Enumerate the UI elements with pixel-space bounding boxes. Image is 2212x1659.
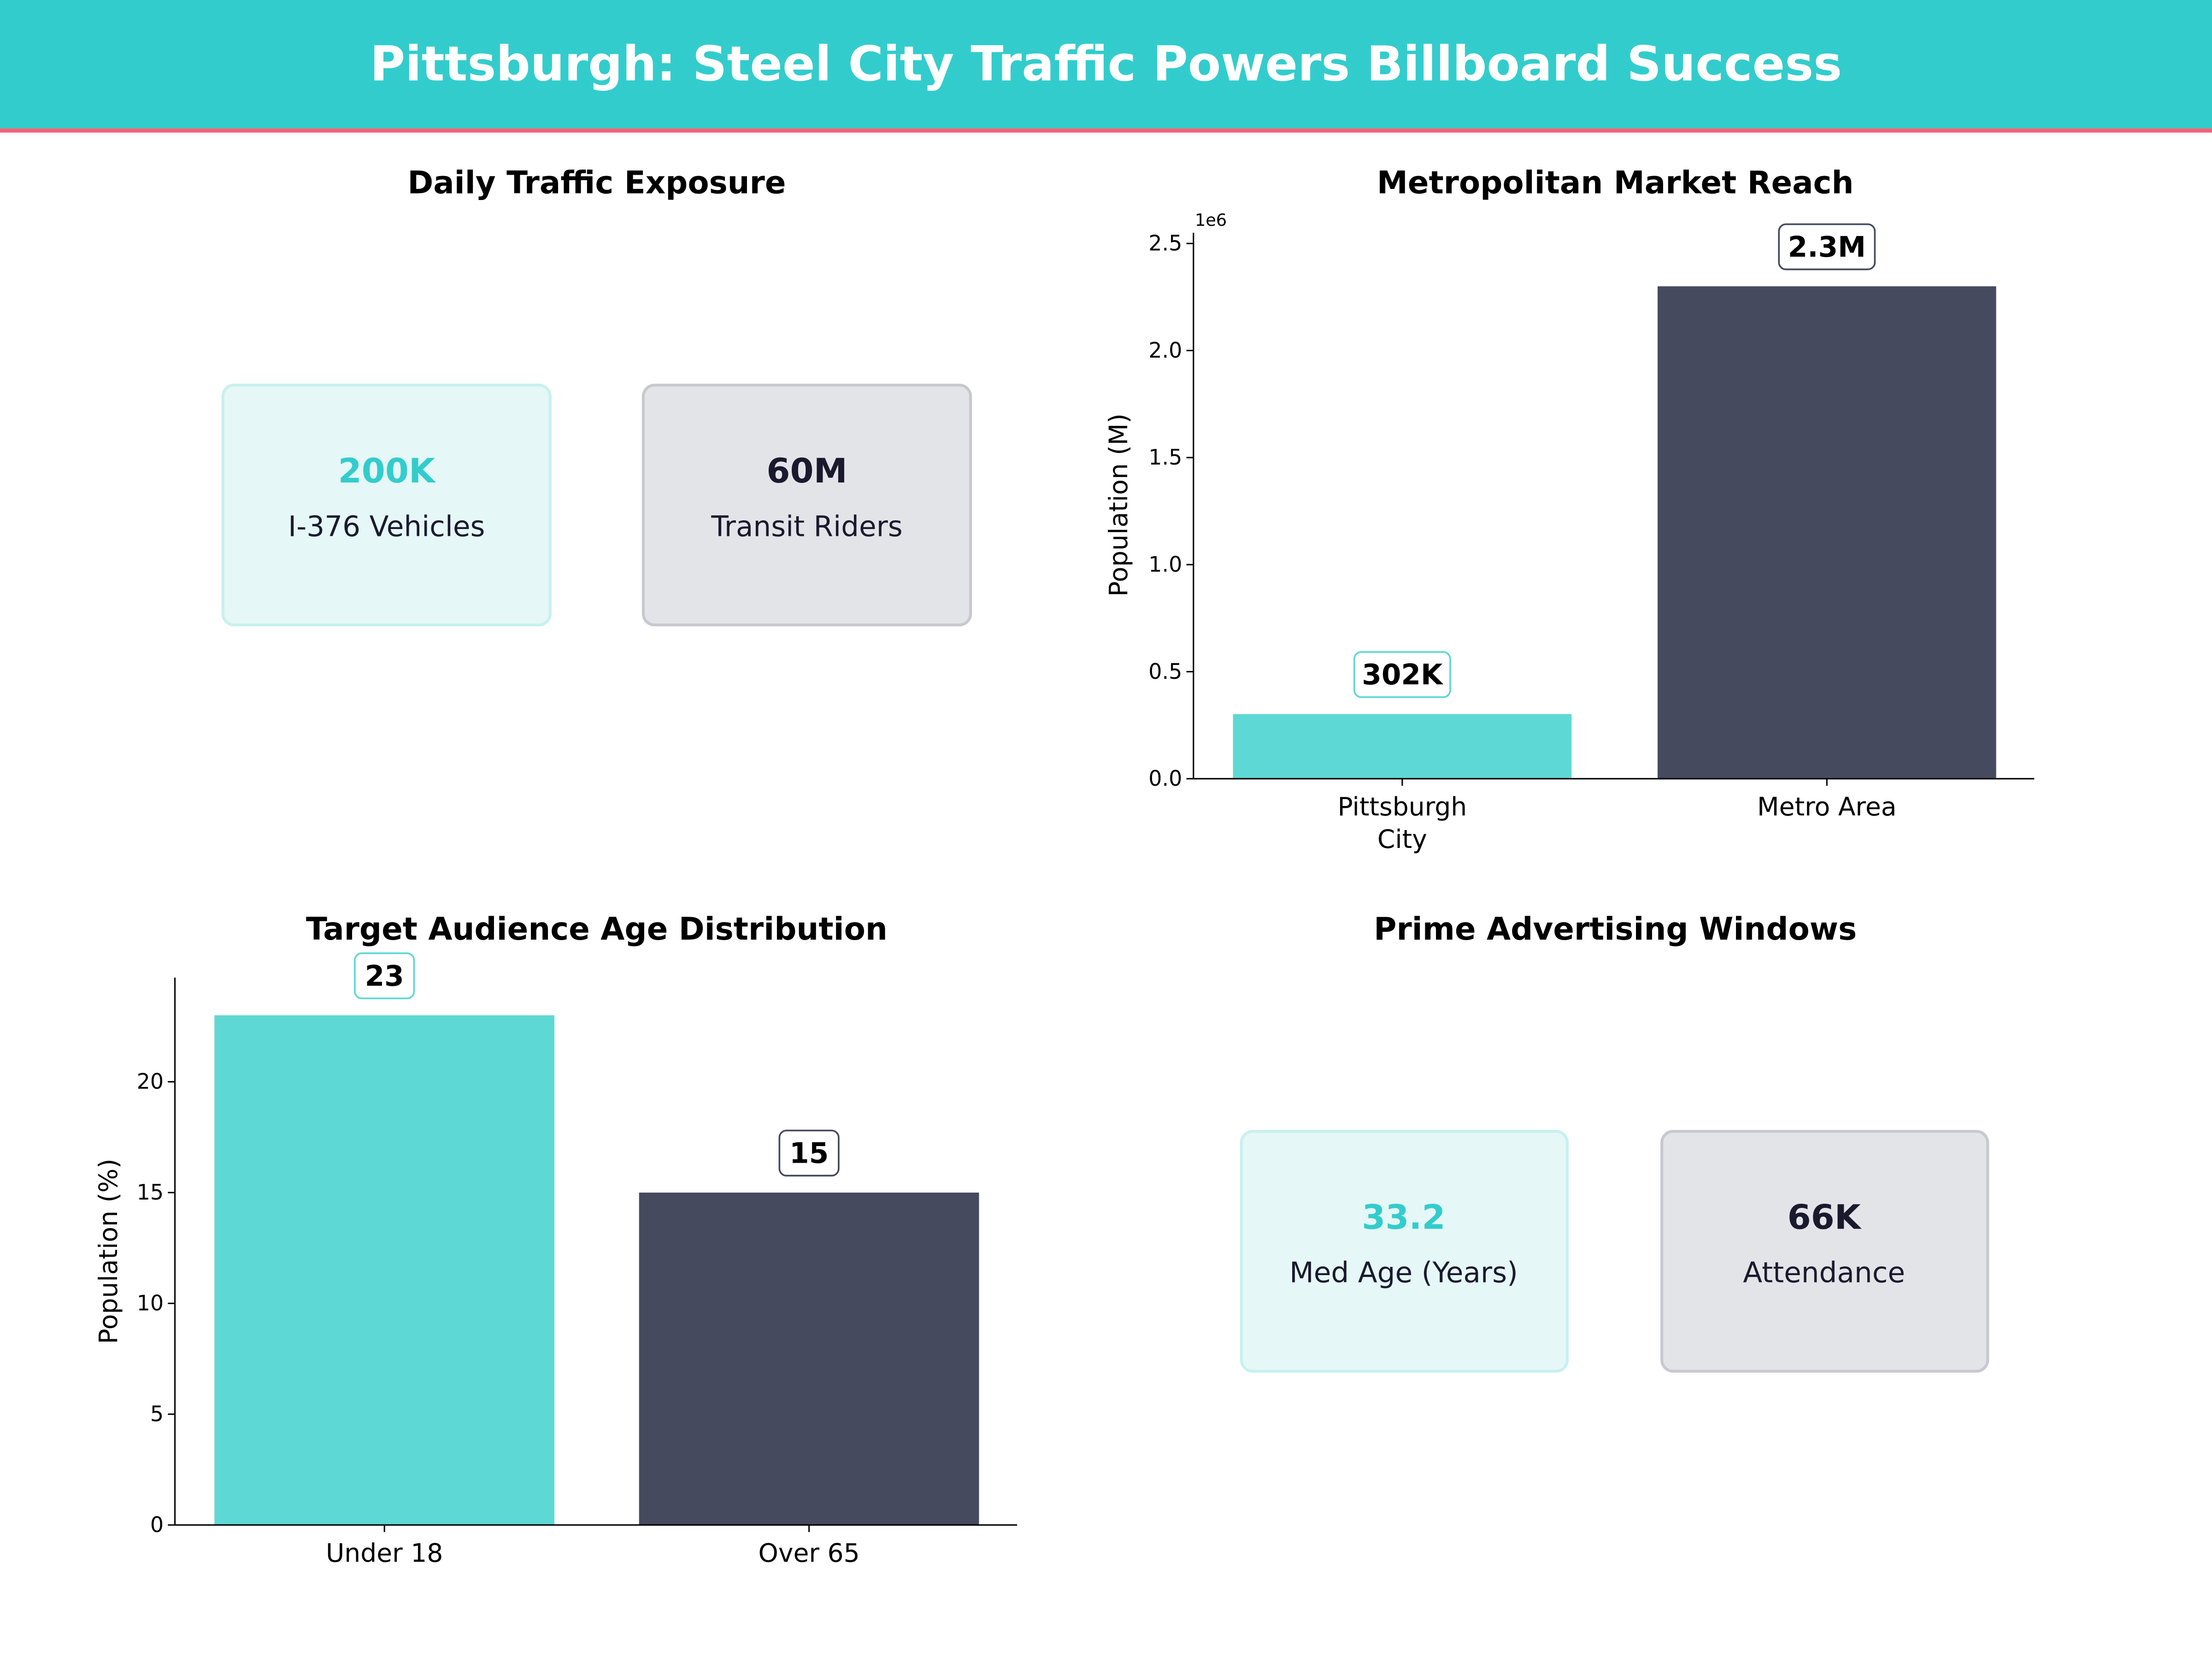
y-tick-label: 5 <box>150 1401 164 1426</box>
y-tick-label: 0 <box>150 1512 164 1537</box>
kpi-card-attendance: 66K Attendance <box>1660 1130 1989 1373</box>
data-label: 15 <box>789 1137 829 1170</box>
bar-1 <box>1657 286 1996 779</box>
x-tick-label: Under 18 <box>326 1538 443 1568</box>
kpi-card-median-age: 33.2 Med Age (Years) <box>1240 1130 1569 1373</box>
y-tick-label: 0.5 <box>1148 659 1182 684</box>
chart-title: Metropolitan Market Reach <box>1377 164 1854 200</box>
kpi-card-i376: 200K I-376 Vehicles <box>221 383 552 627</box>
y-tick-label: 2.5 <box>1148 231 1182 256</box>
chart-title: Target Audience Age Distribution <box>306 911 888 947</box>
bar-0 <box>1233 714 1572 779</box>
page-title: Pittsburgh: Steel City Traffic Powers Bi… <box>370 35 1842 92</box>
data-label-box <box>778 1130 840 1177</box>
kpi-label: Transit Riders <box>711 510 902 543</box>
y-tick-label: 15 <box>137 1180 164 1205</box>
y-axis-label: Population (M) <box>1104 413 1133 596</box>
traffic-panel-title: Daily Traffic Exposure <box>407 164 786 200</box>
kpi-label: I-376 Vehicles <box>288 510 485 543</box>
y-tick-label: 0.0 <box>1148 766 1182 791</box>
y-offset-label: 1e6 <box>1195 210 1227 230</box>
bar-1 <box>639 1192 979 1525</box>
data-label: 302K <box>1362 659 1444 691</box>
kpi-value: 60M <box>766 452 847 491</box>
kpi-value: 66K <box>1788 1198 1862 1237</box>
kpi-value: 33.2 <box>1362 1198 1445 1237</box>
y-axis-label: Population (%) <box>94 1159 123 1344</box>
kpi-label: Attendance <box>1743 1257 1905 1289</box>
data-label: 23 <box>365 960 404 993</box>
y-tick-label: 20 <box>137 1069 164 1094</box>
data-label-box <box>1353 651 1451 698</box>
x-tick-label: Over 65 <box>759 1538 860 1568</box>
x-tick-label: City <box>1377 824 1427 854</box>
age-distribution-chart: Target Audience Age Distribution Populat… <box>94 911 1018 1568</box>
market-reach-chart: Metropolitan Market Reach Population (M)… <box>1104 164 2035 854</box>
y-tick-label: 2.0 <box>1148 338 1182 363</box>
y-tick-label: 1.0 <box>1148 552 1182 577</box>
bar-0 <box>214 1015 555 1525</box>
kpi-label: Med Age (Years) <box>1289 1257 1518 1289</box>
x-tick-label: Pittsburgh <box>1338 792 1467 821</box>
y-tick-label: 1.5 <box>1148 445 1182 470</box>
y-tick-label: 10 <box>137 1291 164 1316</box>
windows-panel-title: Prime Advertising Windows <box>1374 911 1857 947</box>
kpi-value: 200K <box>338 452 436 491</box>
header-bar <box>0 0 2212 129</box>
header-accent-line <box>0 128 2212 133</box>
data-label-box <box>1778 223 1876 271</box>
data-label-box <box>354 952 415 1000</box>
x-tick-label: Metro Area <box>1757 792 1896 821</box>
data-label: 2.3M <box>1788 231 1866 264</box>
kpi-card-transit: 60M Transit Riders <box>641 383 972 627</box>
